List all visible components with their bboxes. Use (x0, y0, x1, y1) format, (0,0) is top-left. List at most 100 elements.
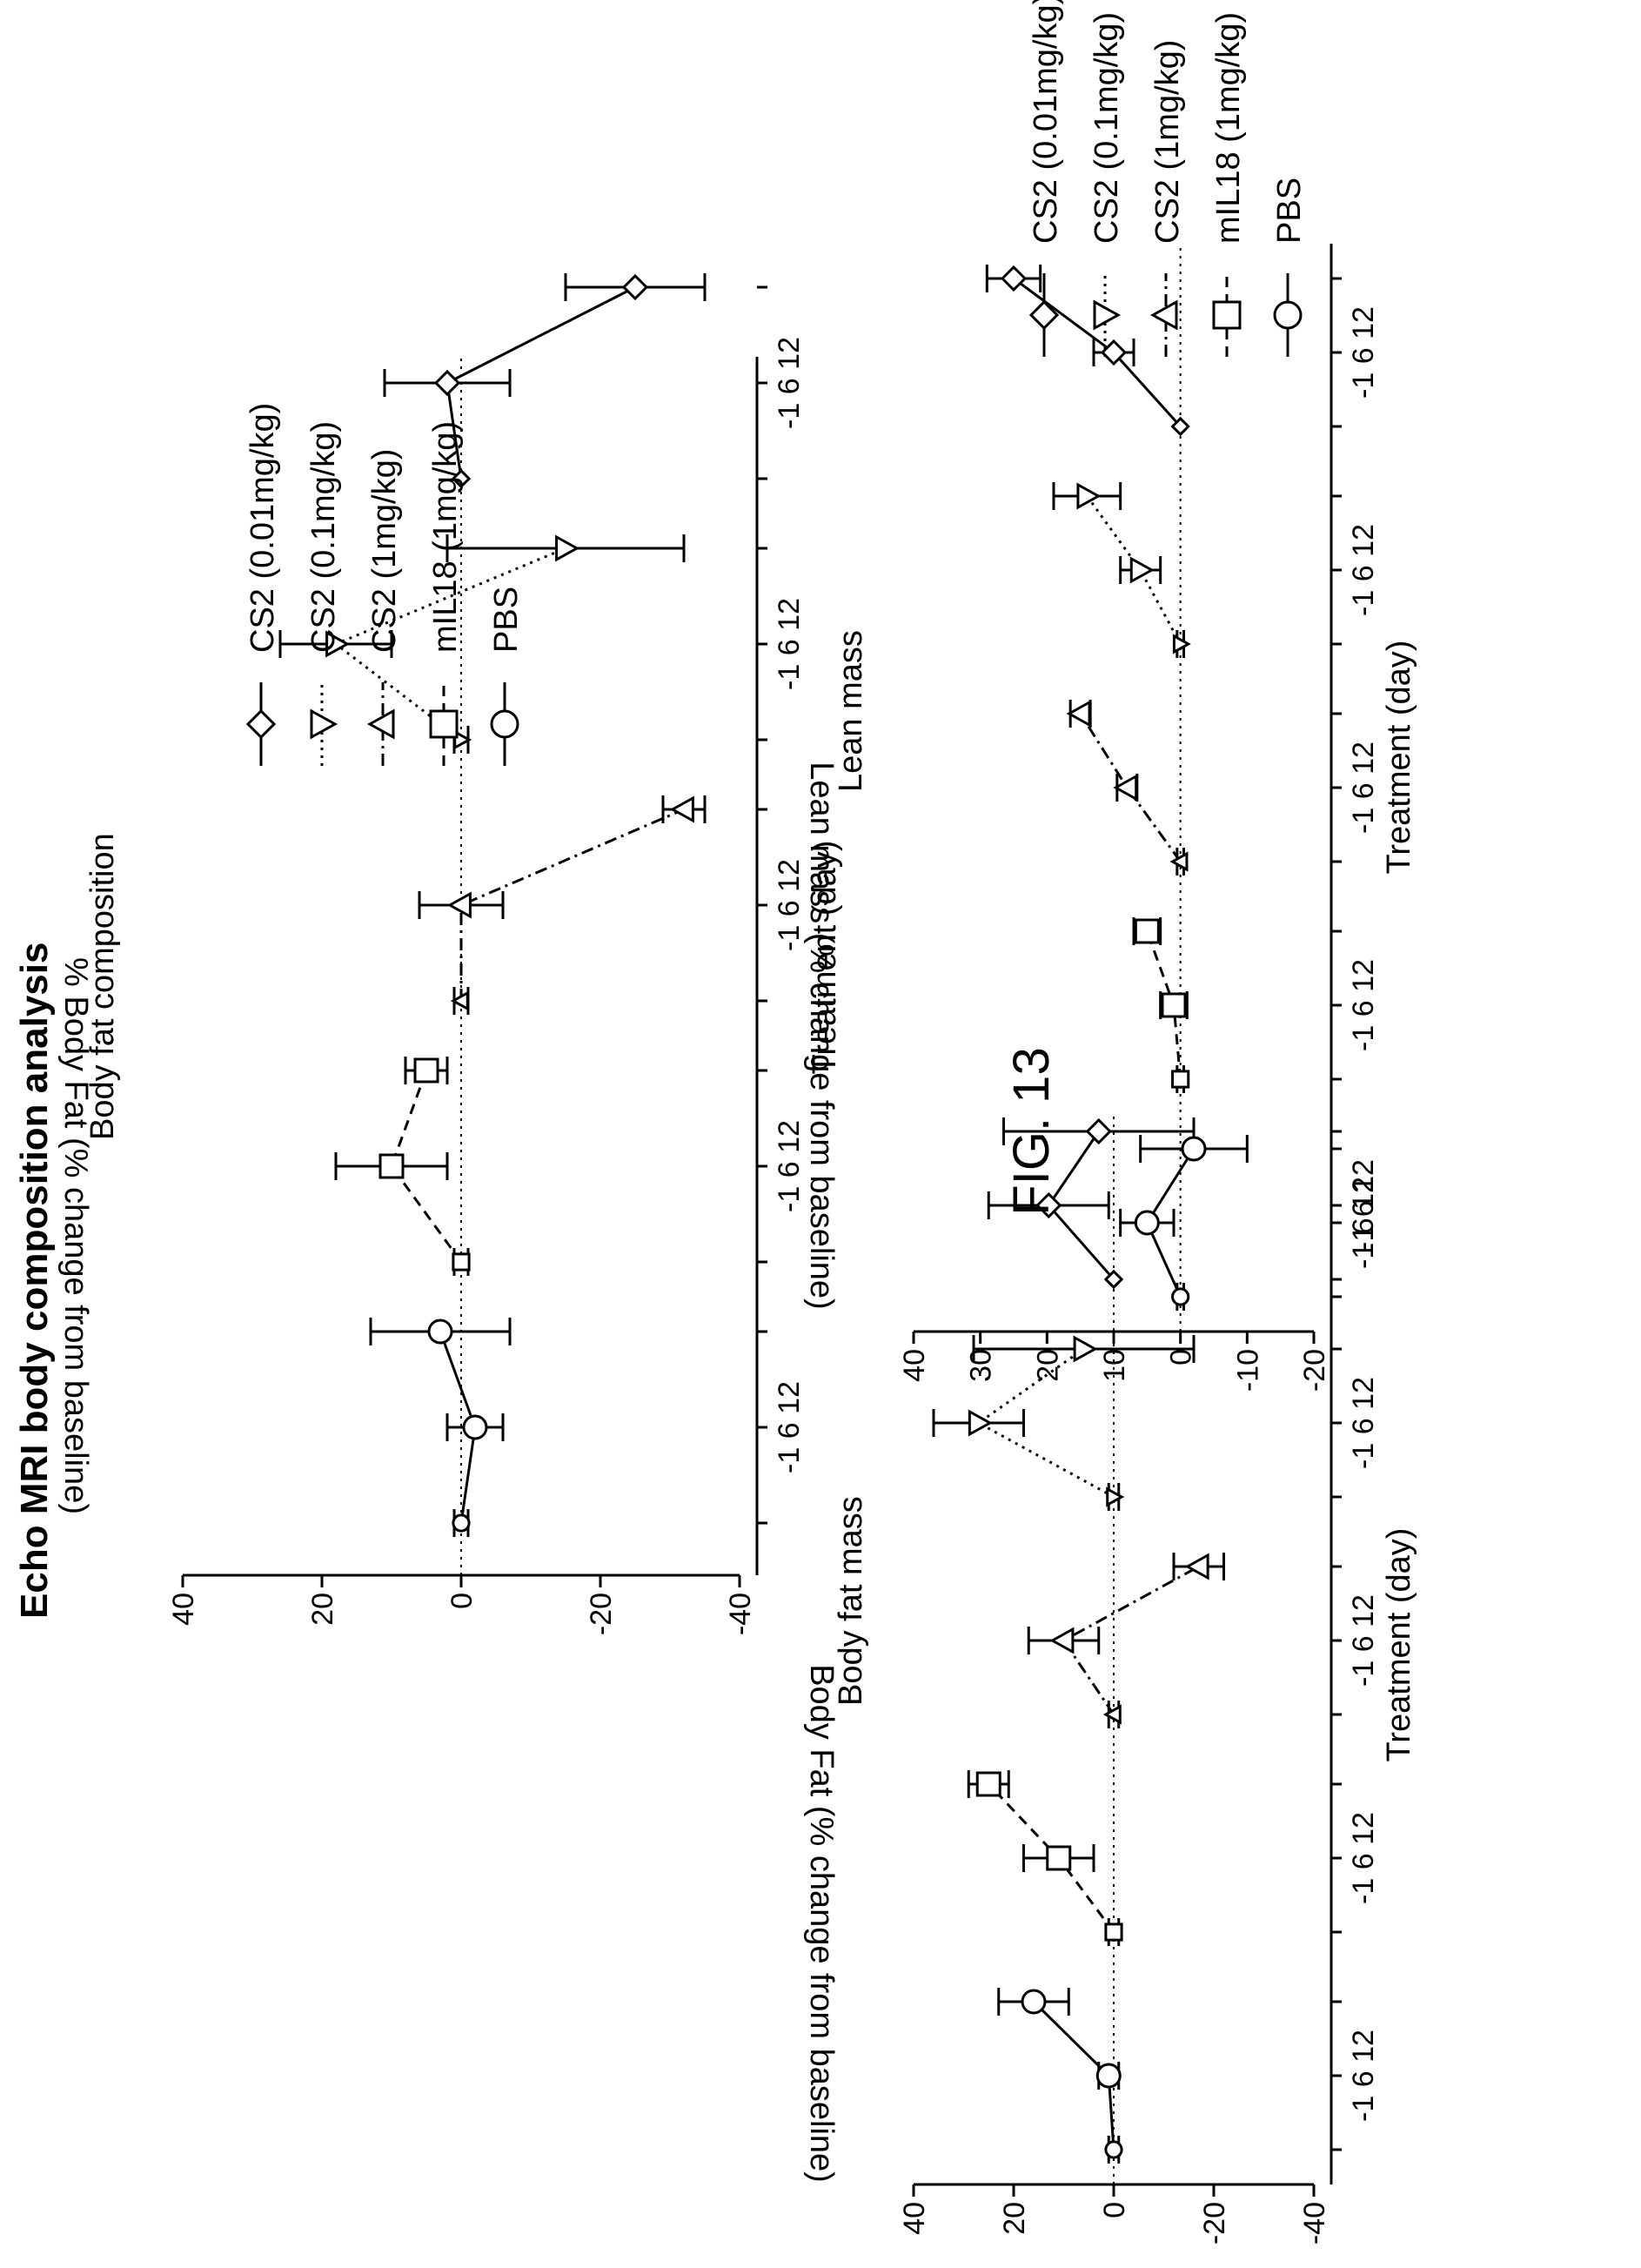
x-group-label: -1 6 12 (1347, 1377, 1380, 1469)
data-point (1076, 482, 1102, 510)
x-group-label: -1 6 12 (1347, 306, 1380, 399)
data-point (1171, 1287, 1190, 1306)
data-point (450, 990, 469, 1011)
y-tick-label: 0 (445, 1593, 479, 1609)
data-point (1104, 2140, 1123, 2159)
chart-body-fat-mass: Body fat mass 40 20 0 -20 -40 -1 6 12 -1 6 12… (803, 1114, 1417, 2245)
y-tick-label: 20 (306, 1593, 339, 1626)
legend-item: CS2 (0.1mg/kg) (305, 421, 342, 766)
data-marks (985, 265, 1249, 1311)
chart-title-body-fat-mass: Body fat mass (833, 1496, 869, 1706)
data-point (452, 1252, 471, 1272)
x-group-label: -1 6 12 (1347, 1159, 1380, 1251)
legend-top: CS2 (0.01mg/kg) CS2 (0.1mg/kg) CS2 (1mg/kg… (244, 403, 525, 766)
data-point (1049, 1627, 1075, 1654)
data-point (621, 273, 649, 301)
legend-label: CS2 (0.1mg/kg) (305, 421, 342, 653)
y-tick-label: 0 (1165, 1349, 1198, 1365)
y-tick-label: 40 (898, 2202, 931, 2235)
y-tick-label: -20 (1198, 2202, 1231, 2245)
data-point (452, 1513, 471, 1533)
data-point (453, 729, 472, 750)
legend-marker (1212, 300, 1242, 330)
y-axis-label: Lean mass (% change from baseline) (803, 762, 840, 1309)
legend-marker (366, 708, 395, 740)
data-point (1161, 992, 1187, 1018)
y-tick-label: 10 (1098, 1349, 1131, 1382)
legend-item: CS2 (1mg/kg) (366, 449, 403, 766)
x-group-label: -1 6 12 (773, 337, 806, 429)
data-point (427, 1319, 453, 1345)
series-line (1062, 1565, 1200, 1715)
axes (912, 1114, 1342, 2197)
data-point (1085, 1117, 1112, 1145)
y-axis-label: % Body Fat (% change from baseline) (57, 957, 94, 1514)
legend-marker (490, 709, 519, 739)
data-point (1134, 1210, 1160, 1236)
legend-item: mIL18 (1mg/kg) (427, 421, 464, 766)
x-group-label: -1 6 12 (1347, 959, 1380, 1051)
legend-marker (1093, 299, 1122, 331)
x-axis-label: Treatment (day) (807, 841, 843, 1075)
data-point (1000, 265, 1028, 292)
legend-label: CS2 (0.01mg/kg) (244, 403, 281, 653)
data-point (1170, 416, 1190, 437)
legend-item: PBS (488, 587, 525, 766)
legend-label: CS2 (1mg/kg) (366, 449, 403, 653)
legend-item: CS2 (0.01mg/kg) (1028, 0, 1064, 357)
legend-label: CS2 (1mg/kg) (1149, 40, 1186, 244)
y-tick-label: 0 (1098, 2202, 1131, 2218)
data-point (1181, 1136, 1207, 1162)
y-tick-label: 40 (898, 1349, 931, 1382)
x-group-label: -1 6 12 (773, 1381, 806, 1473)
x-tick-labels: -1 6 12-1 6 12-1 6 12-1 6 12-1 6 12 (1347, 306, 1380, 1269)
legend-marker (310, 708, 338, 740)
legend-label: mIL18 (1mg/kg) (427, 421, 464, 653)
y-tick-label: -40 (1298, 2202, 1331, 2245)
chart-title-lean-mass: Lean mass (833, 630, 869, 792)
legend-label: CS2 (0.01mg/kg) (1028, 0, 1064, 244)
data-point (1172, 634, 1191, 654)
y-tick-label: -20 (1298, 1349, 1331, 1392)
y-tick-labels: 40 20 0 -20 -40 (167, 1593, 757, 1635)
x-axis-label: Treatment (day) (1381, 1528, 1417, 1762)
legend-label: PBS (1271, 178, 1308, 244)
data-point (1171, 1070, 1190, 1089)
legend-marker (1028, 299, 1060, 331)
chart-title-body-fat-composition: Body fat composition (84, 833, 121, 1140)
data-point (975, 1771, 1001, 1797)
y-tick-labels: 40 20 0 -20 -40 (898, 2202, 1331, 2245)
legend-item: CS2 (0.01mg/kg) (244, 403, 281, 766)
legend-marker (245, 708, 277, 740)
axes (181, 285, 767, 1587)
data-point (413, 1057, 439, 1084)
data-point (1035, 1191, 1062, 1219)
data-point (1103, 1269, 1124, 1290)
x-group-label: -1 6 12 (1347, 2030, 1380, 2122)
figure-label: FIG. 13 (1003, 1047, 1060, 1215)
y-tick-label: 30 (965, 1349, 998, 1382)
data-point (1102, 1704, 1122, 1725)
main-title: Echo MRI body composition analysis (13, 943, 56, 1619)
data-point (378, 1153, 405, 1179)
x-group-label: -1 6 12 (773, 859, 806, 951)
y-tick-label: -10 (1231, 1349, 1264, 1392)
legend-item: PBS (1271, 178, 1308, 357)
x-group-label: -1 6 12 (1347, 1812, 1380, 1904)
data-point (1134, 918, 1160, 944)
data-point (1104, 1922, 1123, 1942)
data-point (1129, 556, 1155, 584)
y-tick-labels: 40 30 20 10 0 -10 -20 (898, 1349, 1331, 1392)
data-point (1073, 1335, 1098, 1363)
y-tick-label: 20 (998, 2202, 1031, 2235)
x-group-label: -1 6 12 (1347, 1594, 1380, 1687)
legend-item: CS2 (0.1mg/kg) (1088, 12, 1125, 357)
legend-bottom: CS2 (0.01mg/kg) CS2 (0.1mg/kg) CS2 (1mg/kg… (1028, 0, 1308, 357)
data-point (1066, 700, 1091, 728)
series-line (1079, 713, 1182, 862)
data-point (325, 630, 351, 658)
data-point (1021, 1989, 1047, 2015)
y-tick-label: 40 (167, 1593, 200, 1626)
